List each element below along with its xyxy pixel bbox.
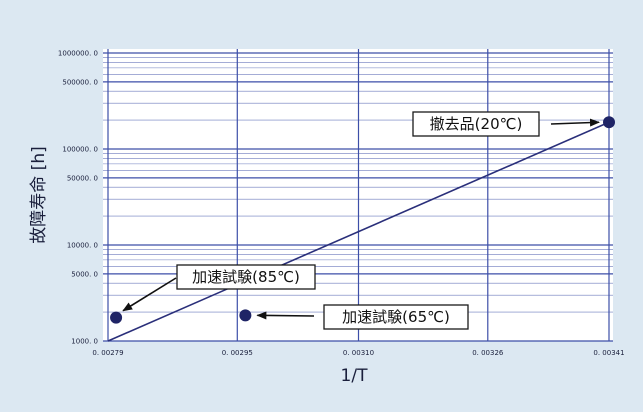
y-tick-label: 5000. 0 xyxy=(71,270,98,278)
x-tick-label: 0. 00295 xyxy=(222,349,253,357)
y-tick-label: 500000. 0 xyxy=(62,78,98,86)
callout-arrow-2 xyxy=(256,311,315,320)
data-point-2 xyxy=(239,309,252,322)
data-point-3 xyxy=(603,116,615,129)
x-tick-label: 0. 00326 xyxy=(472,349,504,357)
y-tick-label: 10000. 0 xyxy=(67,242,98,250)
x-tick-label: 0. 00341 xyxy=(593,349,624,357)
x-axis-title: 1/T xyxy=(341,366,369,386)
y-tick-label: 100000. 0 xyxy=(62,146,98,154)
y-tick-label: 50000. 0 xyxy=(67,174,98,182)
callout-label-1: 加速試験(85℃) xyxy=(192,268,300,286)
callout-arrow-3 xyxy=(550,118,600,127)
data-point-1 xyxy=(110,311,123,324)
callout-box-1 xyxy=(176,264,316,290)
callout-box-3 xyxy=(412,111,540,137)
data-points xyxy=(110,116,615,324)
callout-label-3: 撤去品(20℃) xyxy=(430,115,523,133)
fit-line xyxy=(107,121,610,342)
callout-box-2 xyxy=(323,304,469,330)
y-axis-title: 故障寿命 [h] xyxy=(29,146,49,243)
x-tick-label: 0. 00310 xyxy=(343,349,374,357)
y-tick-label: 1000000. 0 xyxy=(58,50,98,58)
fit-line-segment xyxy=(107,121,610,342)
x-tick-label: 0. 00279 xyxy=(92,349,123,357)
callout-arrow-1 xyxy=(122,277,177,312)
callouts: 加速試験(85℃) 加速試験(65℃) 撤去品(20℃) xyxy=(122,111,600,330)
tick-labels: 1000000. 0 500000. 0 100000. 0 50000. 0 1000… xyxy=(58,50,625,358)
y-tick-label: 1000. 0 xyxy=(71,338,98,346)
callout-label-2: 加速試験(65℃) xyxy=(342,308,450,326)
